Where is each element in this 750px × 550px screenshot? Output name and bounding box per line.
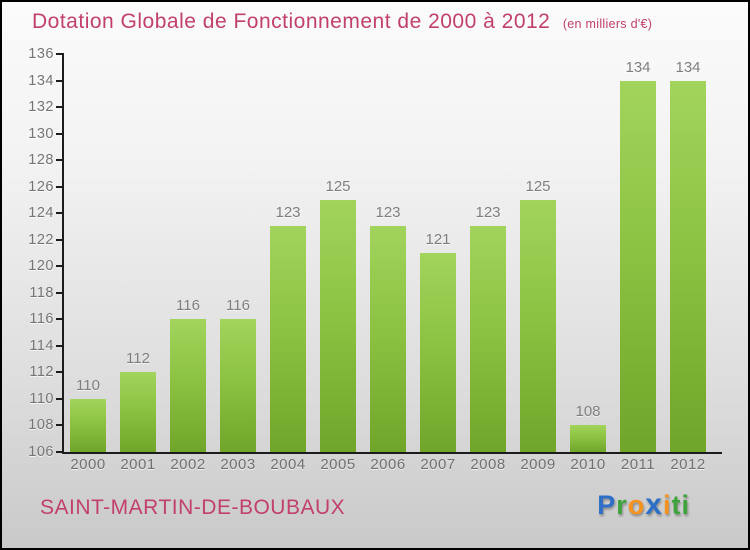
y-axis-tick-106 <box>56 451 64 453</box>
y-axis-tick-108 <box>56 424 64 427</box>
x-axis-line <box>62 452 722 454</box>
y-axis-tick-110 <box>56 397 64 400</box>
bar-value-label-2007: 121 <box>425 231 451 248</box>
y-axis-tick-130 <box>56 132 64 135</box>
bar-2000 <box>70 398 106 452</box>
y-axis-label-132: 132 <box>28 99 54 116</box>
y-axis-tick-126 <box>56 185 64 188</box>
y-axis-tick-112 <box>56 371 64 374</box>
bar-value-label-2001: 112 <box>126 350 150 368</box>
y-axis-tick-132 <box>56 106 64 109</box>
bar-2006 <box>370 226 406 452</box>
logo-letter-6: i <box>681 490 690 520</box>
y-axis-label-126: 126 <box>28 178 54 195</box>
y-axis-label-136: 136 <box>28 46 54 62</box>
y-axis-label-112: 112 <box>29 364 54 381</box>
bar-value-label-2005: 125 <box>325 177 351 195</box>
logo-letter-3: x <box>645 488 663 521</box>
bar-2010 <box>570 425 606 452</box>
y-axis-label-130: 130 <box>28 125 54 142</box>
y-axis-tick-136 <box>56 53 64 55</box>
bar-value-label-2000: 110 <box>76 376 100 394</box>
y-axis-tick-116 <box>56 318 64 321</box>
x-axis-label-2008: 2008 <box>470 456 506 473</box>
logo-letter-5: t <box>671 490 682 520</box>
logo-letter-0: P <box>597 490 617 520</box>
y-axis-label-108: 108 <box>28 417 54 434</box>
bar-value-label-2011: 134 <box>625 58 651 76</box>
plot-area: 106 108 110 112 114 116 118 120 122 124 126 128 130 1… <box>28 46 722 473</box>
y-axis-label-122: 122 <box>28 231 54 248</box>
bar-value-label-2002: 116 <box>176 297 200 315</box>
logo-letter-2: o <box>627 490 646 520</box>
y-axis-label-110: 110 <box>29 390 54 407</box>
x-axis-label-2007: 2007 <box>420 456 456 473</box>
y-axis-tick-118 <box>56 291 64 294</box>
y-axis-tick-134 <box>56 79 64 82</box>
place-name-label: SAINT-MARTIN-DE-BOUBAUX <box>40 496 346 519</box>
chart-units-label: (en milliers d'€) <box>562 17 653 31</box>
x-axis-label-2010: 2010 <box>570 456 606 473</box>
bar-value-label-2004: 123 <box>275 204 301 222</box>
y-axis-label-128: 128 <box>28 152 54 169</box>
bar-value-label-2006: 123 <box>375 204 401 222</box>
y-axis-label-106: 106 <box>28 444 54 460</box>
bar-2004 <box>270 226 306 452</box>
bar-value-label-2009: 125 <box>525 177 551 195</box>
y-axis-label-114: 114 <box>29 337 54 354</box>
bar-2005 <box>320 199 356 452</box>
x-axis-label-2002: 2002 <box>170 456 206 473</box>
bar-2008 <box>470 226 506 452</box>
bar-2002 <box>170 319 206 452</box>
bar-value-label-2012: 134 <box>675 58 701 76</box>
x-axis-label-2001: 2001 <box>120 456 156 473</box>
bar-2001 <box>120 372 156 452</box>
x-axis-label-2000: 2000 <box>70 456 106 473</box>
bar-2003 <box>220 319 256 452</box>
y-axis-label-116: 116 <box>29 311 54 328</box>
y-axis-tick-114 <box>56 344 64 347</box>
y-axis-tick-124 <box>56 212 64 215</box>
bar-2007 <box>420 253 456 452</box>
x-axis-label-2009: 2009 <box>520 456 556 473</box>
x-axis-label-2012: 2012 <box>670 456 706 473</box>
bar-value-label-2010: 108 <box>575 403 601 421</box>
logo-letter-4: i <box>662 490 672 520</box>
chart-title: Dotation Globale de Fonctionnement de 20… <box>32 10 551 33</box>
logo-letter-1: r <box>616 490 628 520</box>
x-axis-label-2003: 2003 <box>220 456 256 473</box>
y-axis-label-118: 118 <box>29 284 54 301</box>
y-axis-line <box>62 54 64 452</box>
bar-value-label-2003: 116 <box>226 297 250 315</box>
bar-value-label-2008: 123 <box>475 204 501 222</box>
proxiti-logo[interactable]: Proxiti <box>597 488 690 522</box>
y-axis-tick-122 <box>56 238 64 241</box>
y-axis-tick-120 <box>56 265 64 268</box>
bar-2009 <box>520 199 556 452</box>
bar-2011 <box>620 80 656 452</box>
x-axis-label-2011: 2011 <box>620 456 656 473</box>
x-axis-label-2005: 2005 <box>320 456 356 473</box>
bar-2012 <box>670 80 706 452</box>
x-axis-label-2006: 2006 <box>370 456 406 473</box>
chart-header: Dotation Globale de Fonctionnement de 20… <box>32 10 652 34</box>
y-axis-label-124: 124 <box>28 205 54 222</box>
x-axis-label-2004: 2004 <box>270 456 306 473</box>
y-axis-label-120: 120 <box>28 258 54 275</box>
y-axis-label-134: 134 <box>28 72 54 89</box>
y-axis-tick-128 <box>56 159 64 162</box>
